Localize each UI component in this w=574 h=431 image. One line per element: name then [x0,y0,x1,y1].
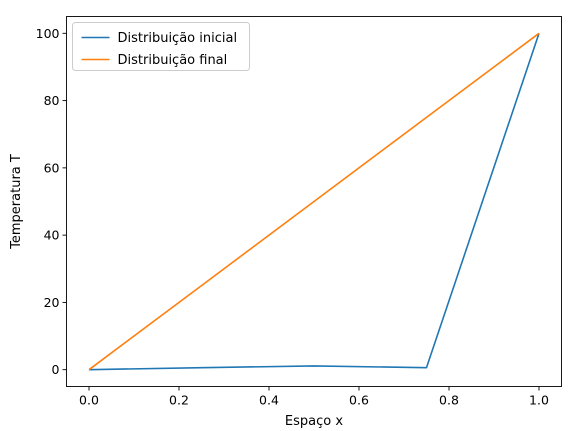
y-tick-label: 100 [36,26,60,41]
y-axis-label: Temperatura T [9,154,24,250]
legend-label-1: Distribuição inicial [118,31,238,46]
x-tick-label: 0.4 [259,393,279,408]
legend-box [72,22,250,71]
series-line-1 [88,33,540,371]
y-tick-label: 20 [44,295,60,310]
x-tick-label: 0.8 [439,393,459,408]
y-tick-label: 40 [44,228,60,243]
y-tick-label: 60 [44,160,60,175]
x-axis-label: Espaço x [285,414,343,429]
legend: Distribuição inicial Distribuição final [72,22,250,71]
x-tick-label: 0.0 [79,393,99,408]
y-tick-label: 0 [52,362,60,377]
x-tick-label: 1.0 [529,393,549,408]
plot-frame [66,16,562,387]
series-line-2 [88,32,540,371]
x-tick-label: 0.6 [349,393,369,408]
x-tick-label: 0.2 [169,393,189,408]
y-tick-label: 80 [44,93,60,108]
legend-label-2: Distribuição final [118,53,228,68]
